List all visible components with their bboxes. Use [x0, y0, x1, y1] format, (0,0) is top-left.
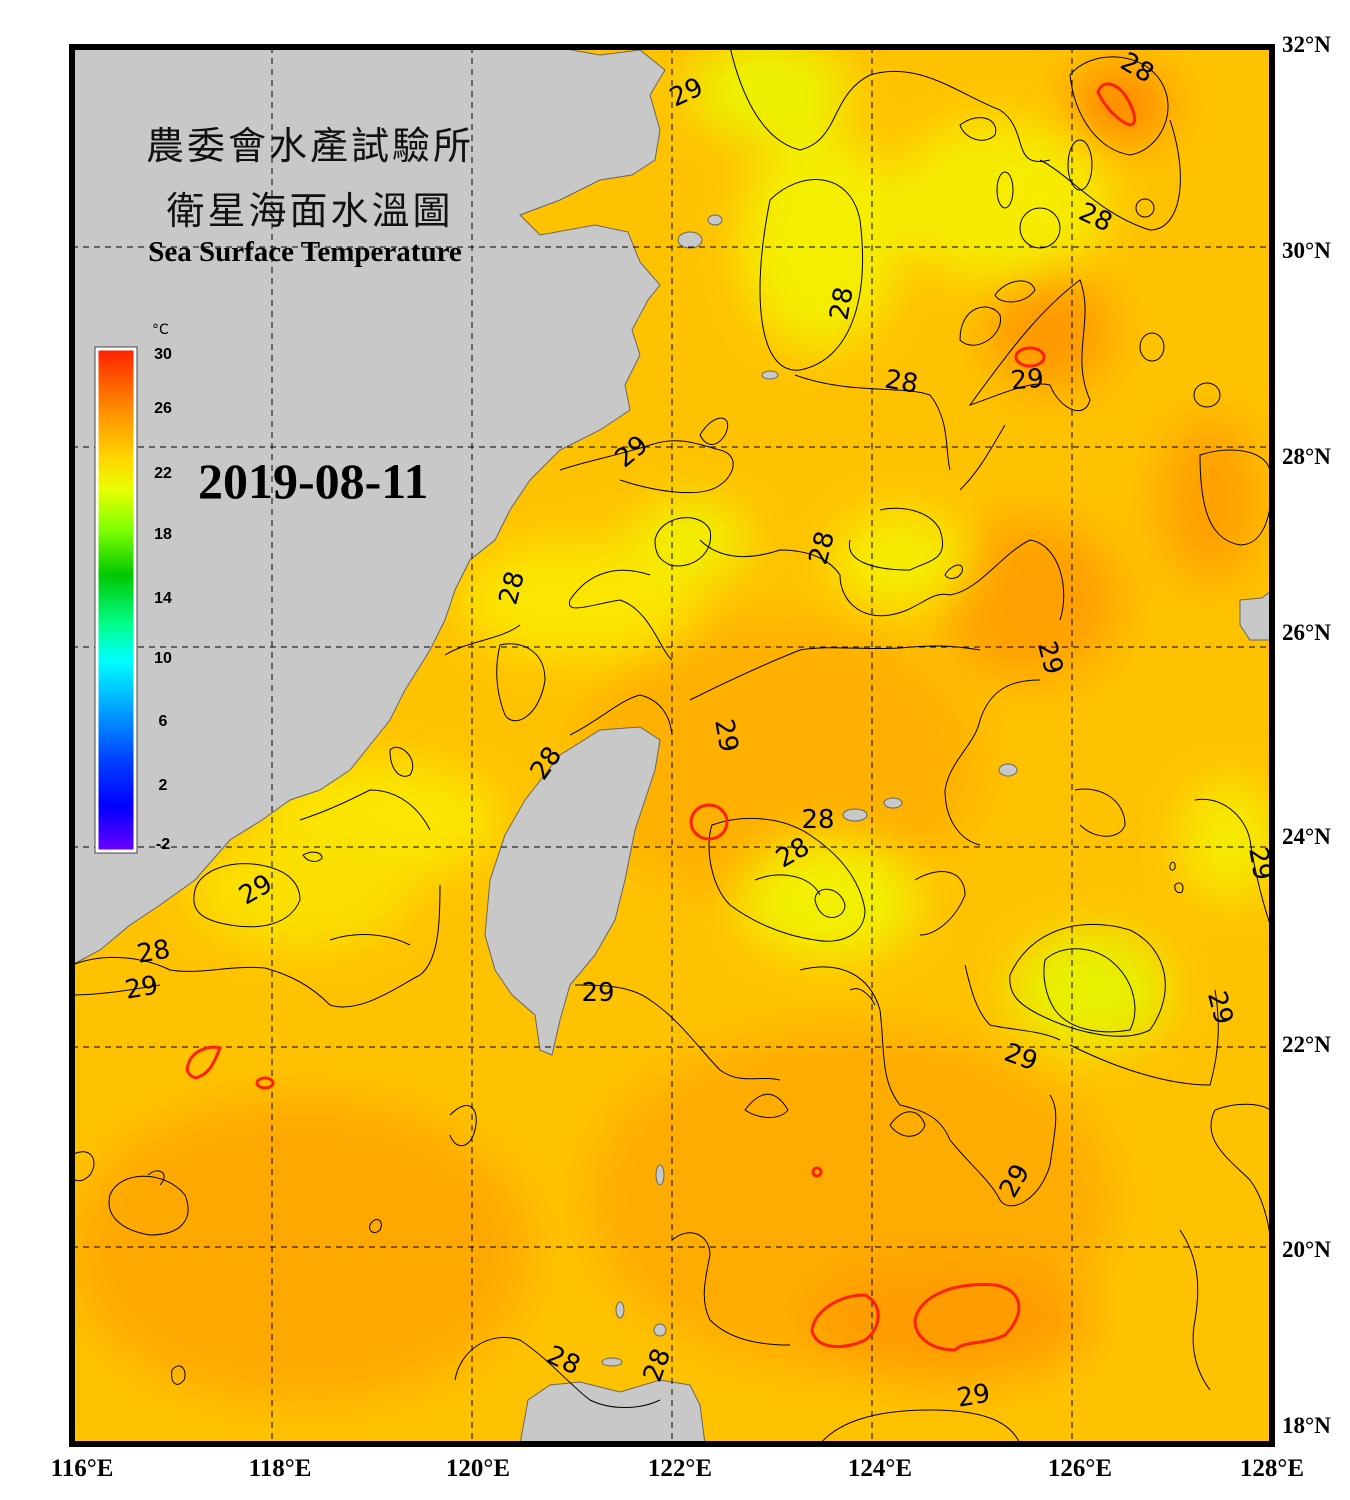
- lat-label: 24°N: [1282, 824, 1331, 849]
- colorbar-tick: 6: [158, 713, 168, 730]
- lon-label: 124°E: [847, 1455, 913, 1482]
- land-luzon: [519, 1379, 706, 1444]
- colorbar-unit: °C: [152, 322, 169, 338]
- lat-label: 22°N: [1282, 1032, 1331, 1057]
- map-frame: [69, 44, 1275, 1447]
- colorbar-tick: 26: [154, 400, 172, 417]
- land-islands: [601, 214, 1272, 1367]
- lat-label: 30°N: [1282, 238, 1331, 263]
- lat-label: 28°N: [1282, 444, 1331, 469]
- lon-label: 116°E: [50, 1455, 114, 1482]
- contour-label: 29: [708, 717, 743, 755]
- isotherms-30: [185, 82, 1137, 1352]
- lat-label: 18°N: [1282, 1413, 1331, 1438]
- lon-label: 128°E: [1239, 1455, 1305, 1482]
- contour-label: 29: [955, 1378, 993, 1413]
- colorbar: [95, 347, 137, 853]
- lon-label: 126°E: [1047, 1455, 1113, 1482]
- colorbar-tick: -2: [155, 836, 171, 853]
- isotherms: [72, 47, 1272, 1444]
- colorbar-tick: 14: [154, 590, 172, 607]
- lat-label: 26°N: [1282, 620, 1331, 645]
- contour-label: 28: [824, 285, 859, 323]
- lat-label: 32°N: [1282, 32, 1331, 57]
- sst-shading: [72, 47, 1272, 1400]
- land-taiwan: [484, 726, 661, 1056]
- colorbar-tick: 2: [158, 777, 168, 794]
- title-english: Sea Surface Temperature: [148, 236, 462, 268]
- contour-label: 28: [882, 364, 920, 399]
- contour-label: 29: [1010, 364, 1046, 397]
- colorbar-tick: 10: [154, 650, 172, 667]
- land-mainland: [72, 47, 666, 966]
- lon-label: 120°E: [445, 1455, 511, 1482]
- title-line2: 衛星海面水溫圖: [166, 189, 454, 233]
- colorbar-tick: 18: [154, 526, 172, 543]
- lon-label: 118°E: [248, 1455, 312, 1482]
- colorbar-tick: 30: [154, 346, 172, 363]
- colorbar-tick: 22: [154, 465, 172, 482]
- contour-labels: 29 28 28 28 29 29 28 28 28 29 29 28 28 2…: [123, 47, 1278, 1414]
- title-line1: 農委會水產試驗所: [145, 124, 474, 168]
- contour-label: 28: [135, 934, 173, 969]
- graticule: [72, 47, 1272, 1444]
- contour-label: 29: [123, 970, 161, 1005]
- contour-label: 29: [581, 978, 614, 1008]
- lon-label: 122°E: [647, 1455, 713, 1482]
- lat-label: 20°N: [1282, 1237, 1331, 1262]
- contour-label: 28: [801, 805, 834, 835]
- date-label: 2019-08-11: [198, 453, 429, 509]
